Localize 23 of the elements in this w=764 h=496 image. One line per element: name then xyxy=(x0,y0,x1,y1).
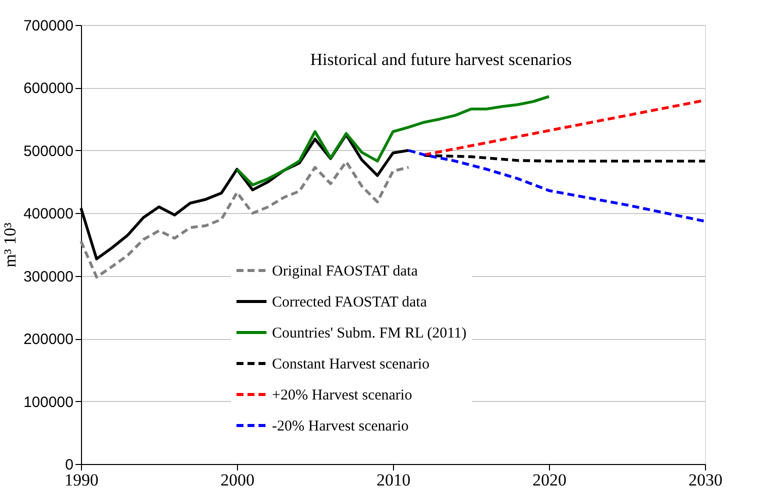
y-tick-label: 700000 xyxy=(23,18,74,34)
x-tick-label: 2000 xyxy=(220,470,254,490)
y-axis-title: m³ 10³ xyxy=(0,222,20,268)
x-tick-label: 2030 xyxy=(688,470,722,490)
x-tick-label: 2010 xyxy=(376,470,410,490)
y-tick-label: 0 xyxy=(65,456,74,474)
y-tick-label: 500000 xyxy=(23,142,74,160)
y-tick-label: 200000 xyxy=(23,331,74,348)
legend-label: +20% Harvest scenario xyxy=(272,388,412,404)
y-tick-label: 300000 xyxy=(23,268,74,286)
line-series xyxy=(407,149,706,223)
x-tick-label: 1990 xyxy=(64,470,98,490)
legend-label: Original FAOSTAT data xyxy=(272,264,418,280)
x-tick-label: 2020 xyxy=(532,470,566,490)
legend-label: Corrected FAOSTAT data xyxy=(272,294,428,310)
y-tick-label: 600000 xyxy=(23,80,74,98)
text: Historical and future harvest scenarios xyxy=(310,50,572,69)
legend-label: -20% Harvest scenario xyxy=(272,418,409,434)
legend-label: Constant Harvest scenario xyxy=(272,356,430,372)
y-tick-label: 100000 xyxy=(23,394,74,411)
legend-label: Countries' Subm. FM RL (2011) xyxy=(272,326,467,342)
y-tick-label: 400000 xyxy=(23,206,74,223)
line-series xyxy=(236,95,550,186)
